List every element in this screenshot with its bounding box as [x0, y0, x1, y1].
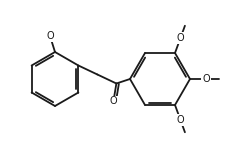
Text: O: O	[46, 31, 54, 41]
Text: O: O	[109, 96, 117, 106]
Text: O: O	[177, 115, 184, 125]
Text: O: O	[202, 74, 210, 84]
Text: O: O	[177, 33, 184, 43]
